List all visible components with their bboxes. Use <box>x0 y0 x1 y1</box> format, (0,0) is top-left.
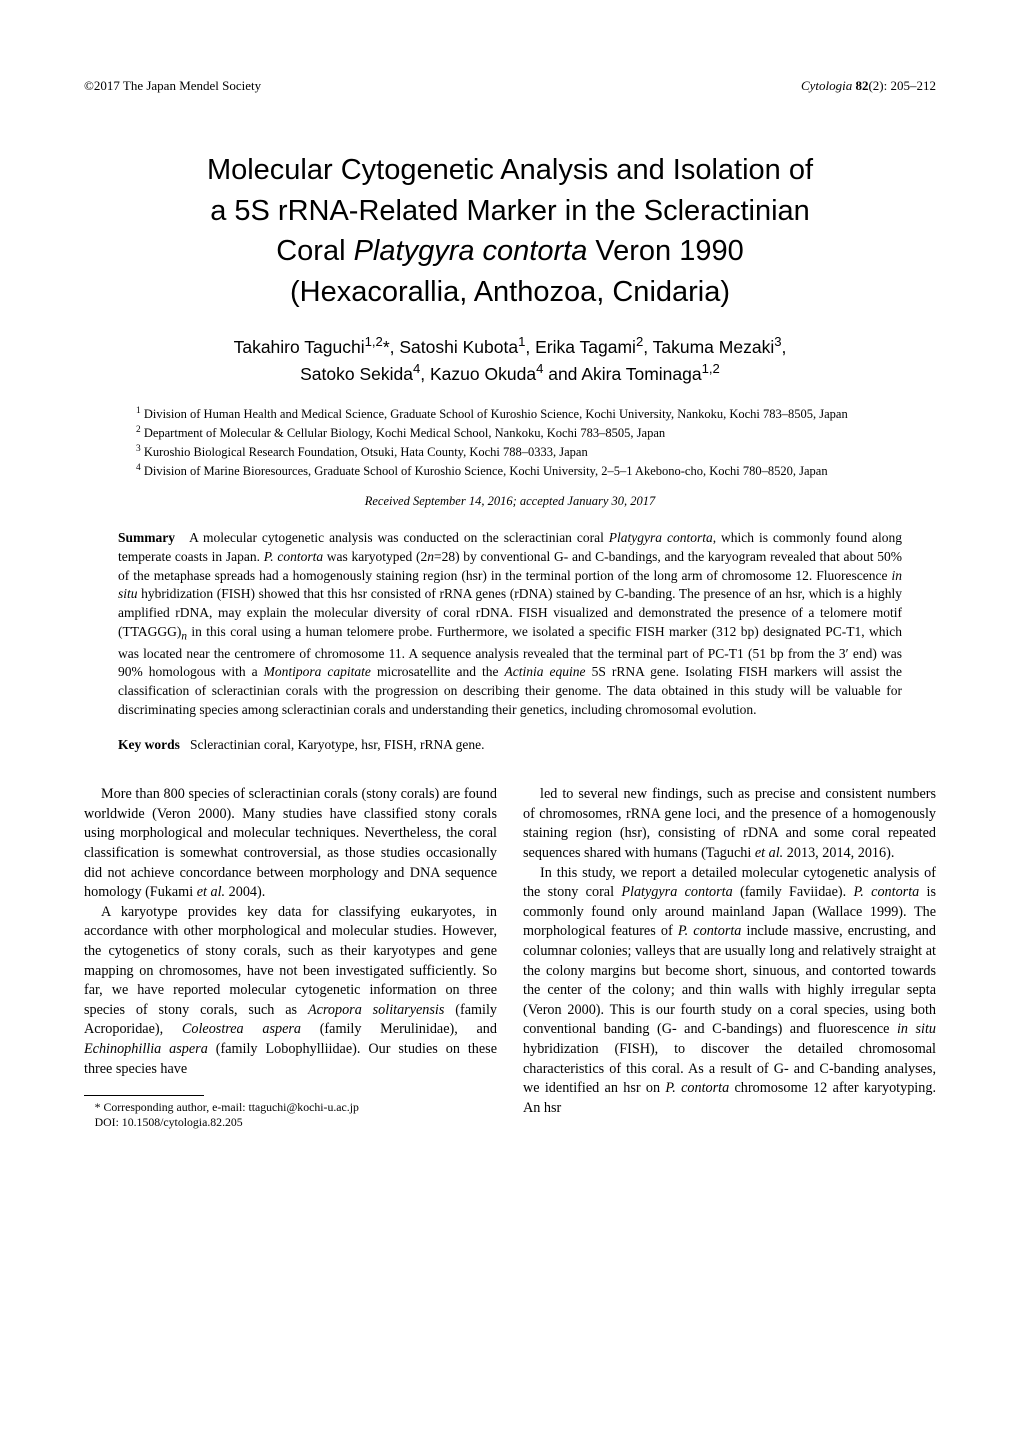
header-line: ©2017 The Japan Mendel Society Cytologia… <box>84 78 936 94</box>
article-title: Molecular Cytogenetic Analysis and Isola… <box>104 150 916 312</box>
title-line: Molecular Cytogenetic Analysis and Isola… <box>207 154 813 186</box>
keywords-text: Scleractinian coral, Karyotype, hsr, FIS… <box>190 737 485 752</box>
corresponding-author-footnote: * Corresponding author, e-mail: ttaguchi… <box>84 1100 497 1115</box>
right-column: led to several new findings, such as pre… <box>523 785 936 1131</box>
summary-block: Summary A molecular cytogenetic analysis… <box>118 529 902 719</box>
left-column: More than 800 species of scleractinian c… <box>84 785 497 1131</box>
footnote-rule <box>84 1095 204 1096</box>
summary-label: Summary <box>118 530 175 545</box>
title-line: a 5S rRNA-Related Marker in the Scleract… <box>210 195 810 227</box>
summary-text: A molecular cytogenetic analysis was con… <box>118 530 902 716</box>
body-columns: More than 800 species of scleractinian c… <box>84 785 936 1131</box>
keywords-label: Key words <box>118 737 180 752</box>
body-paragraph: A karyotype provides key data for classi… <box>84 903 497 1079</box>
copyright-text: ©2017 The Japan Mendel Society <box>84 78 261 94</box>
received-dates: Received September 14, 2016; accepted Ja… <box>84 494 936 509</box>
journal-reference: Cytologia 82(2): 205–212 <box>801 78 936 94</box>
affiliation: 2 Department of Molecular & Cellular Bio… <box>136 424 900 442</box>
affiliation: 3 Kuroshio Biological Research Foundatio… <box>136 443 900 461</box>
body-paragraph: In this study, we report a detailed mole… <box>523 864 936 1119</box>
author-list: Takahiro Taguchi1,2*, Satoshi Kubota1, E… <box>114 334 906 387</box>
title-line: (Hexacorallia, Anthozoa, Cnidaria) <box>290 276 730 308</box>
title-line: Coral Platygyra contorta Veron 1990 <box>276 235 744 267</box>
affiliation-list: 1 Division of Human Health and Medical S… <box>136 405 900 481</box>
body-paragraph: led to several new findings, such as pre… <box>523 785 936 863</box>
affiliation: 4 Division of Marine Bioresources, Gradu… <box>136 462 900 480</box>
affiliation: 1 Division of Human Health and Medical S… <box>136 405 900 423</box>
body-paragraph: More than 800 species of scleractinian c… <box>84 785 497 903</box>
keywords-block: Key words Scleractinian coral, Karyotype… <box>118 737 902 753</box>
doi-footnote: DOI: 10.1508/cytologia.82.205 <box>84 1115 497 1130</box>
